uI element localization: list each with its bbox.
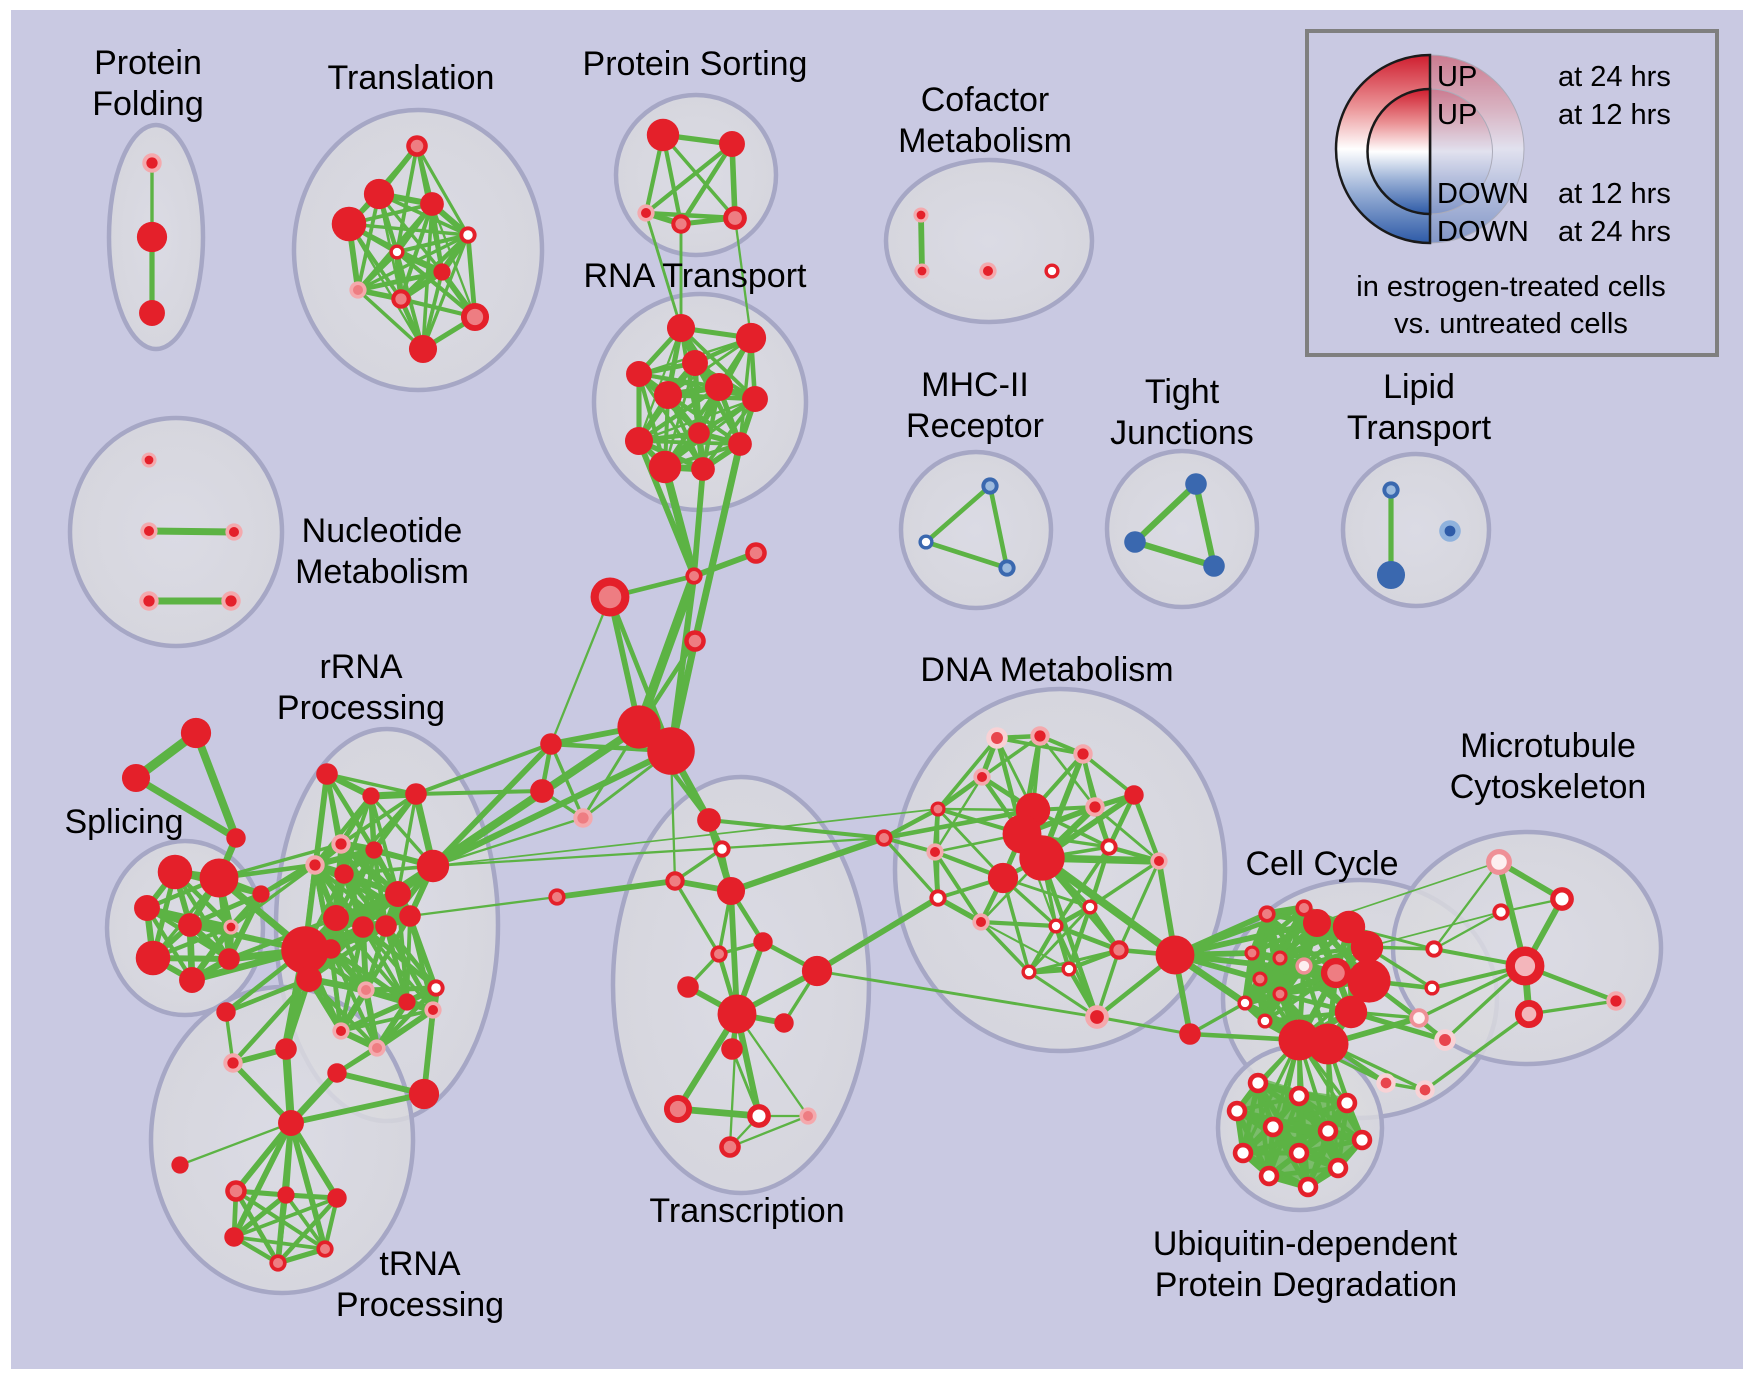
svg-text:Receptor: Receptor (906, 407, 1044, 445)
svg-text:DNA Metabolism: DNA Metabolism (920, 651, 1173, 689)
svg-text:Transcription: Transcription (649, 1192, 844, 1230)
svg-text:Folding: Folding (92, 85, 204, 123)
svg-text:vs. untreated cells: vs. untreated cells (1394, 308, 1628, 340)
svg-text:Splicing: Splicing (64, 803, 183, 841)
svg-text:RNA Transport: RNA Transport (584, 257, 808, 295)
svg-text:Cell Cycle: Cell Cycle (1245, 845, 1398, 883)
svg-text:Processing: Processing (277, 689, 445, 727)
svg-text:Protein Sorting: Protein Sorting (583, 45, 808, 83)
svg-text:Lipid: Lipid (1383, 368, 1455, 406)
svg-text:Processing: Processing (336, 1286, 504, 1324)
svg-text:Junctions: Junctions (1110, 414, 1254, 452)
svg-text:Cytoskeleton: Cytoskeleton (1450, 768, 1647, 806)
svg-text:at 12 hrs: at 12 hrs (1558, 99, 1671, 131)
svg-text:Protein: Protein (94, 44, 202, 82)
svg-text:at 24 hrs: at 24 hrs (1558, 61, 1671, 93)
svg-text:DOWN: DOWN (1437, 178, 1529, 210)
svg-text:UP: UP (1437, 99, 1477, 131)
svg-text:Metabolism: Metabolism (898, 122, 1072, 160)
svg-text:Nucleotide: Nucleotide (302, 512, 463, 550)
svg-text:Microtubule: Microtubule (1460, 727, 1636, 765)
svg-text:Ubiquitin-dependent: Ubiquitin-dependent (1153, 1225, 1458, 1263)
svg-text:in estrogen-treated cells: in estrogen-treated cells (1356, 271, 1666, 303)
svg-text:Translation: Translation (328, 59, 495, 97)
svg-text:Metabolism: Metabolism (295, 553, 469, 591)
svg-text:at 24 hrs: at 24 hrs (1558, 216, 1671, 248)
svg-text:Transport: Transport (1347, 409, 1492, 447)
svg-text:Cofactor: Cofactor (921, 81, 1050, 119)
svg-text:rRNA: rRNA (319, 648, 402, 686)
svg-text:DOWN: DOWN (1437, 216, 1529, 248)
svg-text:Tight: Tight (1145, 373, 1220, 411)
svg-text:MHC-II: MHC-II (921, 366, 1029, 404)
svg-text:at 12 hrs: at 12 hrs (1558, 178, 1671, 210)
svg-text:UP: UP (1437, 61, 1477, 93)
svg-text:Protein Degradation: Protein Degradation (1155, 1266, 1457, 1304)
svg-text:tRNA: tRNA (379, 1245, 461, 1283)
